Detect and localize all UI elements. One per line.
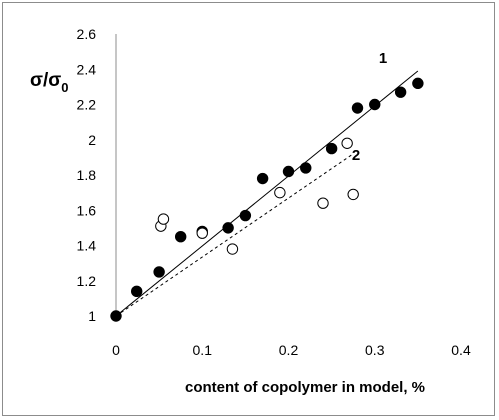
data-point-series-2 [347, 188, 359, 201]
data-point-series-1 [412, 77, 424, 90]
series-label-2: 2 [352, 147, 360, 164]
data-point-series-2 [317, 197, 329, 209]
y-tick-label: 2.6 [77, 26, 97, 42]
x-tick-label: 0.4 [451, 342, 471, 358]
trendlines [115, 70, 419, 317]
x-tick-labels: 0 0.1 0.2 0.3 0.4 [112, 342, 471, 358]
y-tick-label: 2 [88, 132, 96, 148]
y-tick-label: 1.6 [77, 202, 97, 218]
data-point-series-1 [174, 230, 187, 243]
data-point-series-1 [394, 86, 407, 98]
data-point-series-1 [153, 266, 165, 278]
x-axis-label: content of copolymer in model, % [185, 379, 425, 396]
series-label-1: 1 [379, 50, 387, 67]
data-point-series-1 [222, 222, 234, 234]
y-tick-labels: 1 1.2 1.4 1.6 1.8 2 2.2 2.4 2.6 [77, 26, 97, 324]
data-point-series-2 [274, 186, 286, 199]
data-point-series-2 [226, 243, 239, 255]
data-point-series-1 [131, 285, 143, 298]
data-point-series-1 [256, 172, 269, 185]
data-point-series-1 [351, 102, 364, 114]
data-point-series-1 [325, 142, 338, 155]
data-points [110, 77, 424, 322]
y-tick-label: 2.2 [77, 97, 97, 113]
x-tick-label: 0.2 [279, 342, 299, 358]
x-tick-label: 0 [112, 342, 120, 358]
data-point-series-1 [239, 209, 252, 222]
trendline-series-2 [115, 153, 354, 317]
x-tick-label: 0.3 [365, 342, 385, 358]
data-point-series-2 [196, 227, 208, 239]
y-tick-label: 1.4 [77, 238, 97, 254]
data-point-series-2 [341, 137, 353, 149]
data-point-series-1 [369, 98, 381, 111]
y-tick-label: 2.4 [77, 61, 97, 77]
y-tick-label: 1.2 [77, 273, 97, 289]
data-point-series-1 [282, 165, 295, 178]
y-tick-label: 1 [88, 308, 96, 324]
series-labels: 12 [352, 50, 387, 164]
data-point-series-1 [300, 162, 312, 174]
y-axis-label: σ/σ0 [30, 70, 69, 95]
x-tick-label: 0.1 [193, 342, 213, 358]
trendline-series-1 [115, 70, 419, 317]
y-tick-label: 1.8 [77, 167, 97, 183]
data-point-series-2 [157, 213, 170, 225]
data-point-series-1 [110, 310, 122, 322]
